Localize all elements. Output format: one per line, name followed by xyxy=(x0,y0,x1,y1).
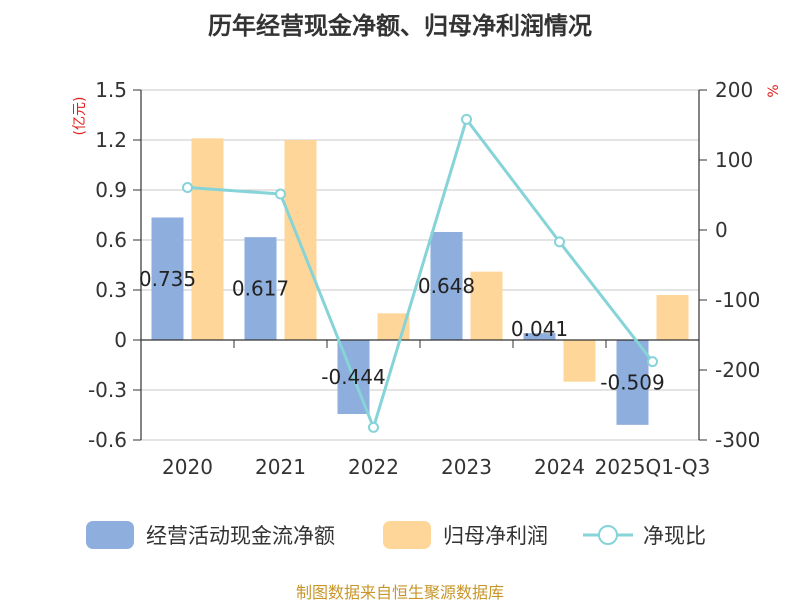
legend-swatch-marker xyxy=(598,525,618,545)
line-point xyxy=(461,113,472,125)
x-tick-label: 2024 xyxy=(534,455,585,479)
line-point xyxy=(275,188,286,200)
line-point xyxy=(647,356,658,368)
y-left-tick-label: 0.9 xyxy=(95,178,127,202)
legend-label-cashflow: 经营活动现金流净额 xyxy=(146,524,335,548)
x-tick-label: 2025Q1-Q3 xyxy=(595,455,711,479)
legend-label-net-profit: 归母净利润 xyxy=(443,524,548,548)
y-right-tick-label: -300 xyxy=(715,428,760,452)
data-label: -0.509 xyxy=(600,370,664,394)
y-left-unit: (亿元) xyxy=(72,97,88,136)
bar-cashflow xyxy=(616,340,649,425)
y-right-tick-label: -100 xyxy=(715,288,760,312)
bar-net-profit xyxy=(470,271,503,340)
bar-cashflow xyxy=(430,232,463,340)
data-label: -0.444 xyxy=(321,365,385,389)
y-left-tick-label: 0.3 xyxy=(95,278,127,302)
y-right-tick-label: 0 xyxy=(715,218,728,242)
y-left-tick-label: -0.3 xyxy=(88,378,127,402)
line-point xyxy=(554,236,565,248)
x-tick-label: 2020 xyxy=(162,455,213,479)
y-right-unit: % xyxy=(766,84,782,97)
line-cash-ratio xyxy=(187,117,654,429)
x-tick-label: 2021 xyxy=(255,455,306,479)
chart-title: 历年经营现金净额、归母净利润情况 xyxy=(208,12,592,40)
y-right-tick-label: 100 xyxy=(715,148,753,172)
line-point xyxy=(368,421,379,433)
data-label: 0.648 xyxy=(418,274,475,298)
data-label: 0.735 xyxy=(139,267,196,291)
y-left-tick-label: 0.6 xyxy=(95,228,127,252)
x-tick-label: 2023 xyxy=(441,455,492,479)
y-left-tick-label: 0 xyxy=(114,328,127,352)
legend-swatch-cashflow xyxy=(86,521,134,549)
y-left-tick-label: 1.2 xyxy=(95,128,127,152)
bar-net-profit xyxy=(563,340,596,382)
source-note: 制图数据来自恒生聚源数据库 xyxy=(295,583,504,602)
bar-cashflow xyxy=(523,333,556,340)
line-point xyxy=(182,182,193,194)
bar-net-profit xyxy=(191,138,224,340)
y-left-tick-label: -0.6 xyxy=(88,428,127,452)
y-left-tick-label: 1.5 xyxy=(95,78,127,102)
bar-cashflow xyxy=(151,217,184,340)
legend-swatch-net-profit xyxy=(383,521,431,549)
bar-net-profit xyxy=(656,295,689,340)
bar-net-profit xyxy=(284,140,317,340)
legend-label-cash-ratio: 净现比 xyxy=(643,524,706,548)
bar-cashflow xyxy=(244,237,277,340)
data-label: 0.617 xyxy=(232,277,289,301)
x-tick-label: 2022 xyxy=(348,455,399,479)
data-label: 0.041 xyxy=(511,317,568,341)
y-right-tick-label: -200 xyxy=(715,358,760,382)
y-right-tick-label: 200 xyxy=(715,78,753,102)
